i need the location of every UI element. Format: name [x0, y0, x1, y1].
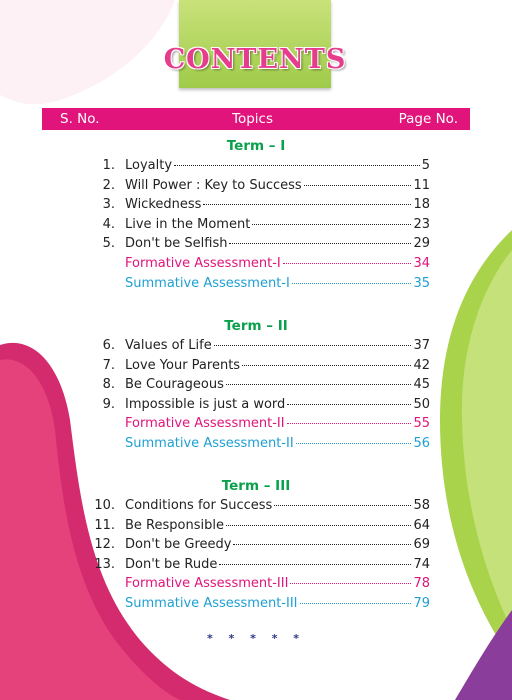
dot-leader — [233, 544, 412, 546]
toc-entry: 9. Impossible is just a word 50 — [80, 397, 430, 417]
toc-entry: 6. Values of Life 37 — [80, 338, 430, 358]
entry-number: 4. — [102, 216, 115, 232]
entry-page-number: 35 — [413, 275, 430, 291]
dot-leader — [282, 263, 412, 264]
dot-leader — [291, 282, 412, 284]
entry-number: 8. — [102, 377, 115, 393]
entry-title: Formative Assessment-II — [125, 416, 285, 432]
entry-title: Love Your Parents — [125, 357, 241, 373]
dot-leader — [295, 443, 412, 444]
entry-number: 2. — [102, 177, 115, 193]
header-page-no: Page No. — [398, 111, 458, 127]
page-title: CONTENTS — [163, 43, 347, 75]
entry-number: 13. — [94, 556, 115, 572]
entry-page-number: 5 — [421, 158, 430, 173]
toc-assessment-entry: Summative Assessment-III 79 — [80, 596, 430, 616]
toc-entry: 5. Don't be Selfish 29 — [80, 236, 430, 256]
toc-entry: 8. Be Courageous 45 — [80, 377, 430, 397]
dot-leader — [225, 384, 412, 386]
entry-page-number: 23 — [413, 216, 430, 232]
toc-assessment-entry: Summative Assessment-I 35 — [80, 276, 430, 296]
toc-entry: 2. Will Power : Key to Success 11 — [80, 178, 430, 198]
entry-page-number: 58 — [413, 498, 430, 513]
entry-page-number: 42 — [413, 357, 430, 373]
entry-title: Values of Life — [125, 338, 212, 353]
entry-page-number: 18 — [413, 197, 430, 213]
toc-assessment-entry: Formative Assessment-II 55 — [80, 416, 430, 436]
toc-assessment-entry: Summative Assessment-II 56 — [80, 436, 430, 456]
dot-leader — [213, 345, 412, 346]
entry-number: 9. — [102, 396, 115, 412]
dot-leader — [290, 583, 412, 585]
dot-leader — [203, 204, 412, 206]
entry-number: 7. — [102, 357, 115, 373]
entry-page-number: 56 — [413, 436, 430, 451]
entry-page-number: 37 — [413, 338, 430, 353]
end-mark: * * * * * — [206, 632, 306, 645]
entry-title: Conditions for Success — [125, 498, 273, 513]
entry-page-number: 11 — [413, 177, 430, 193]
entry-title: Summative Assessment-III — [125, 596, 298, 611]
entry-number: 3. — [102, 197, 115, 213]
dot-leader — [174, 165, 420, 166]
header-sno: S. No. — [60, 111, 100, 127]
dot-leader — [229, 243, 412, 245]
entry-title: Don't be Selfish — [125, 236, 228, 252]
term-heading: Term – I — [226, 138, 286, 154]
entry-number: 11. — [94, 517, 115, 533]
toc-assessment-entry: Formative Assessment-I 34 — [80, 256, 430, 276]
dot-leader — [286, 423, 412, 425]
toc-entry: 7. Love Your Parents 42 — [80, 358, 430, 378]
entry-number: 6. — [102, 338, 115, 353]
entry-title: Summative Assessment-II — [125, 436, 294, 451]
entry-page-number: 29 — [413, 236, 430, 252]
entry-title: Formative Assessment-III — [125, 576, 289, 592]
dot-leader — [225, 524, 412, 526]
entry-title: Wickedness — [125, 197, 202, 213]
toc-assessment-entry: Formative Assessment-III 78 — [80, 576, 430, 596]
entry-title: Live in the Moment — [125, 216, 251, 232]
toc-entry: 10. Conditions for Success 58 — [80, 498, 430, 518]
dot-leader — [303, 184, 412, 186]
toc-entry: 13. Don't be Rude 74 — [80, 557, 430, 577]
toc-entry: 4. Live in the Moment 23 — [80, 217, 430, 237]
entry-title: Will Power : Key to Success — [125, 177, 302, 193]
entry-page-number: 45 — [413, 377, 430, 393]
entry-number: 1. — [102, 158, 115, 173]
entry-number: 10. — [94, 498, 115, 513]
toc-entry: 11. Be Responsible 64 — [80, 518, 430, 538]
entry-title: Impossible is just a word — [125, 396, 286, 412]
title-box: CONTENTS — [164, 0, 345, 88]
term-heading: Term – III — [221, 478, 291, 494]
entry-title: Summative Assessment-I — [125, 275, 290, 291]
toc-entry: 12. Don't be Greedy 69 — [80, 537, 430, 557]
entry-title: Be Courageous — [125, 377, 224, 393]
toc-entry: 3. Wickedness 18 — [80, 197, 430, 217]
entry-page-number: 79 — [413, 596, 430, 611]
term-heading: Term – II — [224, 318, 288, 334]
header-topics: Topics — [232, 111, 273, 127]
entry-page-number: 69 — [413, 537, 430, 553]
entry-page-number: 34 — [413, 256, 430, 271]
dot-leader — [242, 364, 412, 366]
entry-number: 5. — [102, 236, 115, 252]
entry-title: Don't be Rude — [125, 556, 218, 572]
entry-title: Loyalty — [125, 158, 173, 173]
contents-header-bar: S. No. Topics Page No. — [42, 108, 470, 130]
dot-leader — [252, 223, 412, 225]
entry-page-number: 50 — [413, 396, 430, 412]
dot-leader — [287, 403, 412, 405]
dot-leader — [274, 505, 412, 506]
entry-page-number: 78 — [413, 576, 430, 592]
toc-entry: 1. Loyalty 5 — [80, 158, 430, 178]
entry-title: Formative Assessment-I — [125, 256, 281, 271]
entry-title: Be Responsible — [125, 517, 224, 533]
entry-title: Don't be Greedy — [125, 537, 232, 553]
dot-leader — [219, 563, 412, 565]
entry-page-number: 64 — [413, 517, 430, 533]
entry-page-number: 55 — [413, 416, 430, 432]
entry-number: 12. — [94, 537, 115, 553]
dot-leader — [299, 603, 412, 604]
entry-page-number: 74 — [413, 556, 430, 572]
